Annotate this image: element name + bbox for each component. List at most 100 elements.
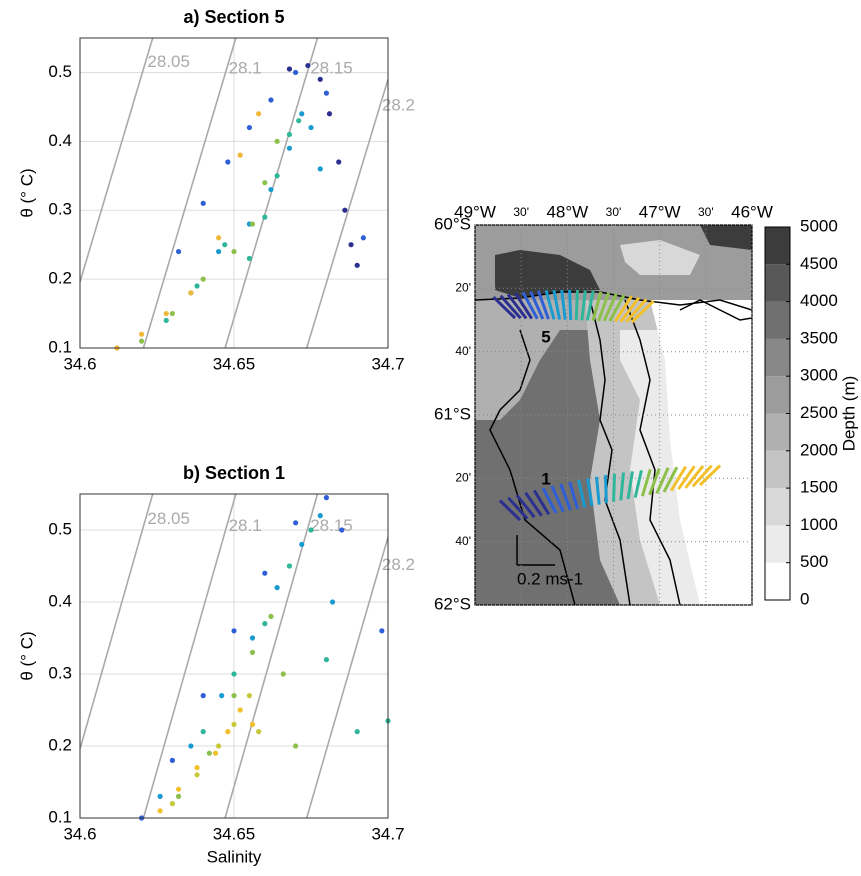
x-tick-label: 34.7 [371,824,404,843]
colorbar-tick-label: 500 [800,552,828,571]
point [268,97,274,103]
isopycnal-label: 28.05 [147,52,190,71]
velocity-vector [577,479,587,508]
chart-title: a) Section 5 [183,7,284,27]
point [299,111,305,117]
x-tick-label: 34.7 [371,354,404,373]
point [169,310,175,317]
colorbar-tick-label: 2000 [800,440,838,459]
colorbar-segment [765,413,790,451]
y-tick-label: 60°S [434,214,471,233]
velocity-vector [580,290,587,321]
velocity-vector [586,478,594,507]
point [336,159,342,165]
x-tick-label: 30' [513,205,529,219]
colorbar-tick-label: 2500 [800,403,838,422]
point [293,520,299,526]
point [216,743,222,749]
y-tick-label: 0.3 [48,200,72,219]
point [329,599,336,605]
isopycnal-label: 28.15 [310,58,353,77]
velocity-vector [597,292,611,322]
section-label: 1 [541,469,550,488]
point [219,693,225,699]
point [231,721,237,728]
colorbar-tick-label: 0 [800,589,809,608]
velocity-vector [499,294,522,320]
velocity-vector [585,290,595,321]
point [339,527,345,533]
point [262,621,268,627]
velocity-vector [533,489,551,516]
point [317,513,323,519]
velocity-vector [552,289,562,320]
velocity-vector [677,465,696,491]
point [274,173,280,179]
point [175,786,182,792]
point [169,757,175,764]
colorbar-segment [765,301,790,339]
point [354,262,360,268]
section-label: 5 [541,327,550,346]
isopycnal [224,493,319,819]
point [200,729,206,735]
colorbar-label: Depth (m) [839,376,858,452]
velocity-vector [560,289,567,320]
colorbar-segment [765,338,790,377]
isopycnal-label: 28.15 [310,516,353,535]
point [256,729,262,735]
y-tick-label: 0.3 [48,663,72,682]
y-tick-label: 20' [455,280,471,294]
point [216,248,222,255]
point [246,255,252,262]
deep-ne [700,225,752,250]
point [157,793,163,800]
x-tick-label: 30' [698,205,714,219]
velocity-vector [544,289,556,320]
velocity-vector [521,291,539,320]
velocity-vector [619,472,625,501]
point [194,772,200,778]
colorbar-tick-label: 3500 [800,328,838,347]
point [286,66,293,72]
velocity-vector [524,491,543,517]
point [222,242,228,248]
y-tick-label: 40' [455,534,471,548]
velocity-vector [669,465,687,492]
y-tick-label: 62°S [434,594,471,613]
point [188,743,194,749]
y-tick-label: 20' [455,470,471,484]
y-tick-label: 40' [455,344,471,358]
velocity-vector [608,294,626,322]
point [249,635,256,641]
point [360,235,366,241]
point [342,207,348,213]
point [212,750,219,756]
velocity-vector [614,295,633,323]
colorbar-segment [765,525,790,563]
y-tick-label: 0.4 [48,131,72,150]
point [293,69,299,76]
x-tick-label: 34.65 [213,824,256,843]
point [246,693,252,699]
y-tick-label: 0.5 [48,62,72,81]
point [296,118,302,124]
point [286,145,293,151]
isopycnal-label: 28.2 [382,96,415,115]
x-tick-label: 47°W [639,202,681,221]
colorbar-tick-label: 4000 [800,291,838,310]
y-tick-label: 0.2 [48,735,72,754]
velocity-vector [559,483,572,511]
y-tick-label: 0.2 [48,269,72,288]
y-axis-label: θ (° C) [17,168,36,217]
y-axis-label: θ (° C) [17,631,36,680]
velocity-vector [655,467,670,495]
point [268,186,274,193]
point [280,671,286,677]
x-tick-label: 46°W [731,202,773,221]
point [249,221,256,227]
isopycnal [79,493,154,750]
colorbar-segment [765,488,790,526]
velocity-vector [698,464,722,487]
